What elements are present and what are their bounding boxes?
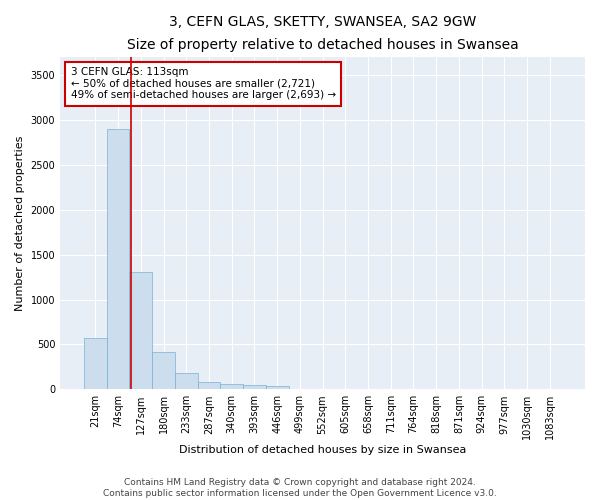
Bar [197, 382, 220, 390]
Bar [107, 129, 130, 390]
X-axis label: Distribution of detached houses by size in Swansea: Distribution of detached houses by size … [179, 445, 466, 455]
Text: 3 CEFN GLAS: 113sqm
← 50% of detached houses are smaller (2,721)
49% of semi-det: 3 CEFN GLAS: 113sqm ← 50% of detached ho… [71, 67, 336, 100]
Bar [84, 338, 107, 390]
Text: Contains HM Land Registry data © Crown copyright and database right 2024.
Contai: Contains HM Land Registry data © Crown c… [103, 478, 497, 498]
Y-axis label: Number of detached properties: Number of detached properties [15, 136, 25, 311]
Title: 3, CEFN GLAS, SKETTY, SWANSEA, SA2 9GW
Size of property relative to detached hou: 3, CEFN GLAS, SKETTY, SWANSEA, SA2 9GW S… [127, 15, 518, 52]
Bar [152, 352, 175, 390]
Bar [220, 384, 243, 390]
Bar [243, 386, 266, 390]
Bar [266, 386, 289, 390]
Bar [175, 372, 197, 390]
Bar [130, 272, 152, 390]
